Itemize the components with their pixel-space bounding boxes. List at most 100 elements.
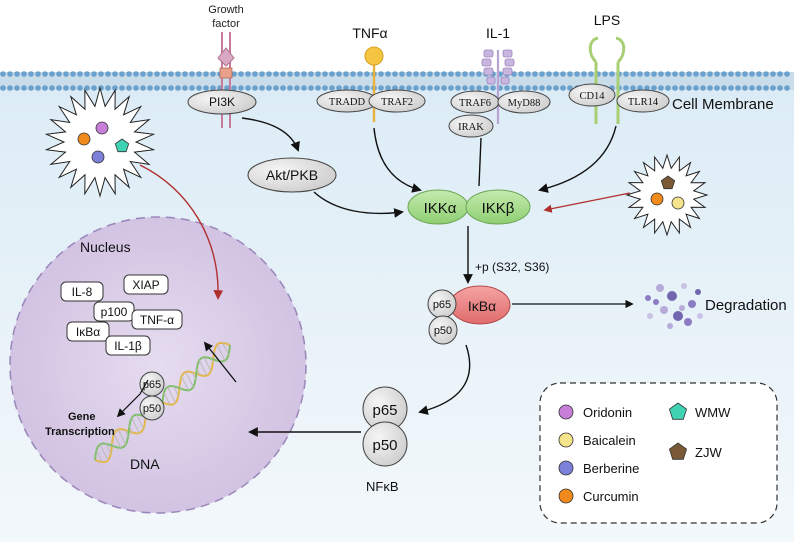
nfkb-label: NFκB — [366, 479, 399, 494]
degradation-particle — [653, 299, 659, 305]
right-inhibitor-arrow — [543, 192, 631, 213]
zjw-marker — [660, 175, 676, 190]
legend-label: Oridonin — [583, 405, 632, 420]
gene-box — [123, 274, 169, 295]
akt-pkb-label: Akt/PKB — [266, 167, 318, 183]
lps-to-ikk-arrow — [538, 125, 617, 193]
ikk-beta-label: IKKβ — [482, 200, 515, 217]
legend: Oridonin Baicalein Berberine Curcumin WMW ZJW — [539, 382, 778, 524]
wmw-marker — [114, 138, 130, 153]
legend-swatch — [668, 442, 688, 460]
gene-label: IκBα — [76, 325, 100, 339]
gene-transcription-label-line1: Gene — [68, 411, 96, 423]
degradation-particle — [656, 284, 664, 292]
ikk-complex: IKKα IKKβ — [407, 189, 531, 225]
irak-node — [448, 114, 494, 138]
tnf-alpha-label: TNFα — [352, 25, 387, 41]
cd14-label: CD14 — [579, 91, 605, 102]
dna-label: DNA — [130, 456, 160, 472]
inhibitor-cluster-left — [44, 86, 156, 198]
legend-swatch — [558, 432, 574, 448]
degradation-particle — [695, 289, 701, 295]
traf2-node — [368, 89, 426, 113]
ikk-beta-node — [465, 189, 531, 225]
nfkb-p50-node — [362, 421, 408, 467]
tlr14-node — [616, 89, 670, 113]
ikba-p50-label: p50 — [434, 325, 452, 337]
legend-label: ZJW — [695, 445, 722, 460]
myd88-node — [497, 90, 551, 114]
dna-p50-node — [139, 395, 165, 421]
degradation-particle — [681, 283, 687, 289]
baicalein-marker — [671, 196, 685, 210]
akt-to-ikk-arrow — [313, 191, 404, 218]
gene-transcription-label-line2: Transcription — [45, 426, 115, 438]
degradation-particles — [645, 283, 703, 329]
lps-receptor: LPS CD14 TLR14 — [568, 12, 670, 124]
akt-pkb-node — [247, 157, 337, 193]
release-nfkb-arrow — [418, 344, 471, 415]
gene-transcription-arrow — [116, 379, 149, 418]
nfkb-dimer: p65 p50 — [362, 386, 408, 467]
cd14-node — [568, 83, 616, 107]
il1-label: IL-1 — [486, 25, 510, 41]
legend-swatch — [558, 488, 574, 504]
inhibitor-cluster-right — [625, 153, 709, 237]
legend-box — [539, 382, 778, 524]
degradation-particle — [667, 291, 677, 301]
nfkb-p65-label: p65 — [372, 402, 397, 419]
tnf-to-ikk-arrow — [373, 127, 422, 193]
ikba-label: IκBα — [468, 298, 496, 314]
ikk-alpha-label: IKKα — [424, 200, 457, 217]
il1-receptor: IL-1 TRAF6 MyD88 IRAK — [448, 25, 551, 138]
ikba-p65-label: p65 — [433, 299, 451, 311]
left-inhibitor-arrow — [139, 164, 224, 300]
berberine-marker — [91, 150, 105, 164]
gene-label: p100 — [101, 305, 128, 319]
degradation-particle — [660, 306, 668, 314]
traf6-label: TRAF6 — [459, 98, 491, 109]
curcumin-marker-left — [77, 132, 91, 146]
pi3k-to-akt-arrow — [241, 117, 300, 152]
degradation-particle — [645, 295, 651, 301]
growth-factor-label-line1: Growth — [208, 4, 243, 16]
lps-label: LPS — [594, 12, 620, 28]
degradation-particle — [673, 311, 683, 321]
irak-label: IRAK — [458, 122, 484, 133]
legend-label: Berberine — [583, 461, 639, 476]
gene-box — [131, 309, 183, 330]
gene-box — [60, 281, 104, 302]
tnf-receptor: TNFα TRADD TRAF2 — [316, 25, 426, 122]
legend-swatch — [558, 460, 574, 476]
legend-swatch — [668, 402, 688, 420]
legend-label: Baicalein — [583, 433, 636, 448]
tlr14-label: TLR14 — [628, 97, 659, 108]
pi3k-node — [187, 89, 257, 115]
phosphorylation-label: +p (S32, S36) — [475, 260, 549, 274]
gene-label: TNF-α — [140, 313, 174, 327]
growth-factor-label-line2: factor — [212, 18, 240, 30]
tradd-label: TRADD — [329, 97, 366, 108]
legend-label: Curcumin — [583, 489, 639, 504]
curcumin-marker — [650, 192, 664, 206]
gene-box — [66, 321, 110, 342]
ikba-p50-node — [428, 315, 458, 345]
nfkb-p50-label: p50 — [372, 437, 397, 454]
legend-swatch — [558, 404, 574, 420]
cell-membrane-label: Cell Membrane — [672, 96, 774, 113]
degradation-particle — [679, 305, 685, 311]
traf2-label: TRAF2 — [381, 97, 413, 108]
degradation-particle — [688, 300, 696, 308]
myd88-label: MyD88 — [508, 98, 541, 109]
degradation-particle — [697, 313, 703, 319]
nucleus-label: Nucleus — [80, 239, 131, 255]
gene-label: IL-8 — [72, 285, 93, 299]
irak-to-ikk-line — [478, 137, 482, 187]
dna-p50-label: p50 — [143, 403, 161, 415]
legend-label: WMW — [695, 405, 731, 420]
gene-label: IL-1β — [114, 339, 142, 353]
pi3k-label: PI3K — [209, 95, 235, 109]
growth-factor-receptor: Growth factor PI3K — [187, 4, 257, 128]
